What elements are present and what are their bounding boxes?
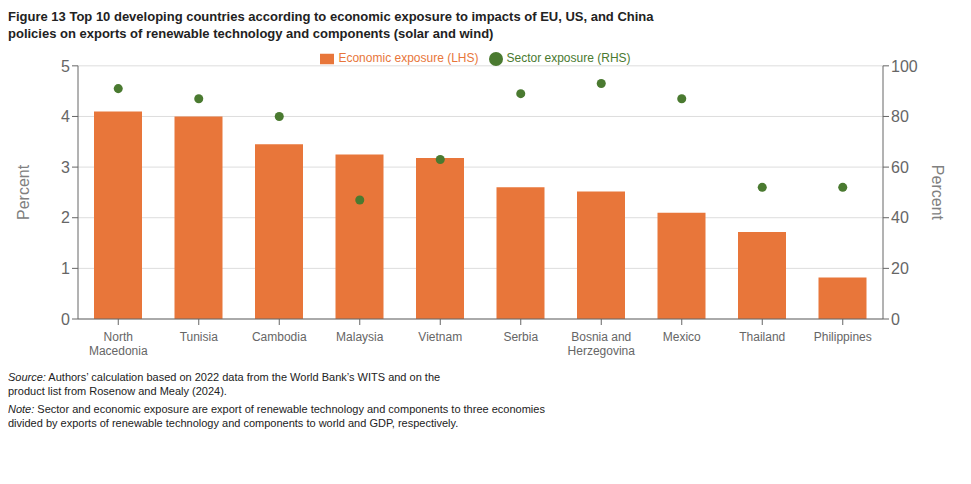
svg-text:100: 100 xyxy=(891,58,918,75)
html-text:Figure 13 Top 10 developing co: Figure 13 Top 10 developing countries ac… xyxy=(8,9,654,24)
html-text:Sector exposure (RHS): Sector exposure (RHS) xyxy=(506,51,631,65)
svg-text:NorthMacedonia: NorthMacedonia xyxy=(89,330,148,358)
svg-text:Cambodia: Cambodia xyxy=(252,330,307,344)
html-text:product list from Rosenow and: product list from Rosenow and Mealy (202… xyxy=(8,385,227,397)
svg-text:80: 80 xyxy=(891,108,909,125)
svg-text:Bosnia andHerzegovina: Bosnia andHerzegovina xyxy=(568,330,636,358)
svg-text:Mexico: Mexico xyxy=(663,330,701,344)
html-text:Source: Authors’ calculation b: Source: Authors’ calculation based on 20… xyxy=(8,371,441,383)
svg-text:Malaysia: Malaysia xyxy=(336,330,384,344)
svg-text:Philippines: Philippines xyxy=(814,330,872,344)
svg-text:Vietnam: Vietnam xyxy=(418,330,462,344)
html-text:Note: Sector and economic expo: Note: Sector and economic exposure are e… xyxy=(8,403,545,415)
svg-text:Percent: Percent xyxy=(15,164,32,220)
svg-text:Thailand: Thailand xyxy=(739,330,785,344)
svg-text:0: 0 xyxy=(891,311,900,328)
svg-text:60: 60 xyxy=(891,159,909,176)
svg-text:Percent: Percent xyxy=(929,165,946,221)
svg-text:3: 3 xyxy=(61,159,70,176)
svg-text:Tunisia: Tunisia xyxy=(180,330,219,344)
html-text:Economic exposure (LHS): Economic exposure (LHS) xyxy=(338,51,479,65)
html-text:divided by exports of renewabl: divided by exports of renewable technolo… xyxy=(8,417,459,429)
svg-text:Serbia: Serbia xyxy=(503,330,538,344)
svg-text:4: 4 xyxy=(61,108,70,125)
svg-text:40: 40 xyxy=(891,209,909,226)
svg-text:2: 2 xyxy=(61,209,70,226)
svg-text:20: 20 xyxy=(891,260,909,277)
svg-text:1: 1 xyxy=(61,260,70,277)
html-text:policies on exports of renewab: policies on exports of renewable technol… xyxy=(8,26,494,41)
svg-text:5: 5 xyxy=(61,58,70,75)
svg-text:0: 0 xyxy=(61,311,70,328)
